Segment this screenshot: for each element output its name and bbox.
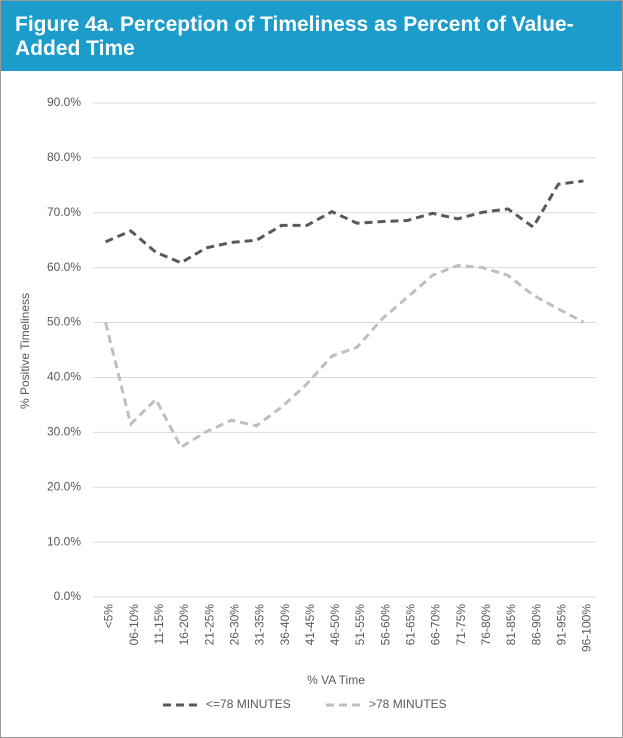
legend-label: <=78 MINUTES xyxy=(206,697,291,711)
chart: % Positive Timeliness % VA Time 0.0% 10.0… xyxy=(18,95,596,711)
x-tick-label: 26-30% xyxy=(227,604,241,646)
y-tick-label: 40.0% xyxy=(47,370,81,384)
x-tick-label: 81-85% xyxy=(504,604,518,646)
series-line xyxy=(104,263,585,450)
x-tick-label: 91-95% xyxy=(554,604,568,646)
x-tick-label: 16-20% xyxy=(177,604,191,646)
x-tick-label: <5% xyxy=(102,604,116,629)
x-tick-label: 46-50% xyxy=(328,604,342,646)
x-tick-label: 71-75% xyxy=(454,604,468,646)
x-tick-label: 36-40% xyxy=(278,604,292,646)
series-line xyxy=(104,179,584,265)
x-tick-label: 31-35% xyxy=(253,604,267,646)
y-tick-label: 70.0% xyxy=(47,205,81,219)
x-tick-label: 41-45% xyxy=(303,604,317,646)
x-tick-label: 11-15% xyxy=(152,604,166,645)
x-tick-label: 56-60% xyxy=(378,604,392,646)
x-tick-label: 21-25% xyxy=(202,604,216,646)
x-tick-label: 51-55% xyxy=(353,604,367,646)
y-tick-label: 90.0% xyxy=(47,95,81,109)
x-tick-label: 96-100% xyxy=(580,604,594,652)
y-tick-label: 60.0% xyxy=(47,260,81,274)
y-tick-label: 50.0% xyxy=(47,315,81,329)
x-axis-label: % VA Time xyxy=(307,673,365,687)
y-tick-label: 10.0% xyxy=(47,534,81,548)
x-tick-label: 66-70% xyxy=(429,604,443,646)
y-tick-label: 20.0% xyxy=(47,479,81,493)
legend-label: >78 MINUTES xyxy=(369,697,447,711)
y-tick-label: 30.0% xyxy=(47,425,81,439)
y-tick-label: 0.0% xyxy=(54,589,82,603)
x-tick-label: 61-65% xyxy=(404,604,418,646)
y-axis-label: % Positive Timeliness xyxy=(18,293,32,409)
x-tick-label: 86-90% xyxy=(529,604,543,646)
chart-title: Figure 4a. Perception of Timeliness as P… xyxy=(1,1,622,71)
x-tick-label: 76-80% xyxy=(479,604,493,646)
x-tick-label: 06-10% xyxy=(127,604,141,646)
y-tick-label: 80.0% xyxy=(47,150,81,164)
